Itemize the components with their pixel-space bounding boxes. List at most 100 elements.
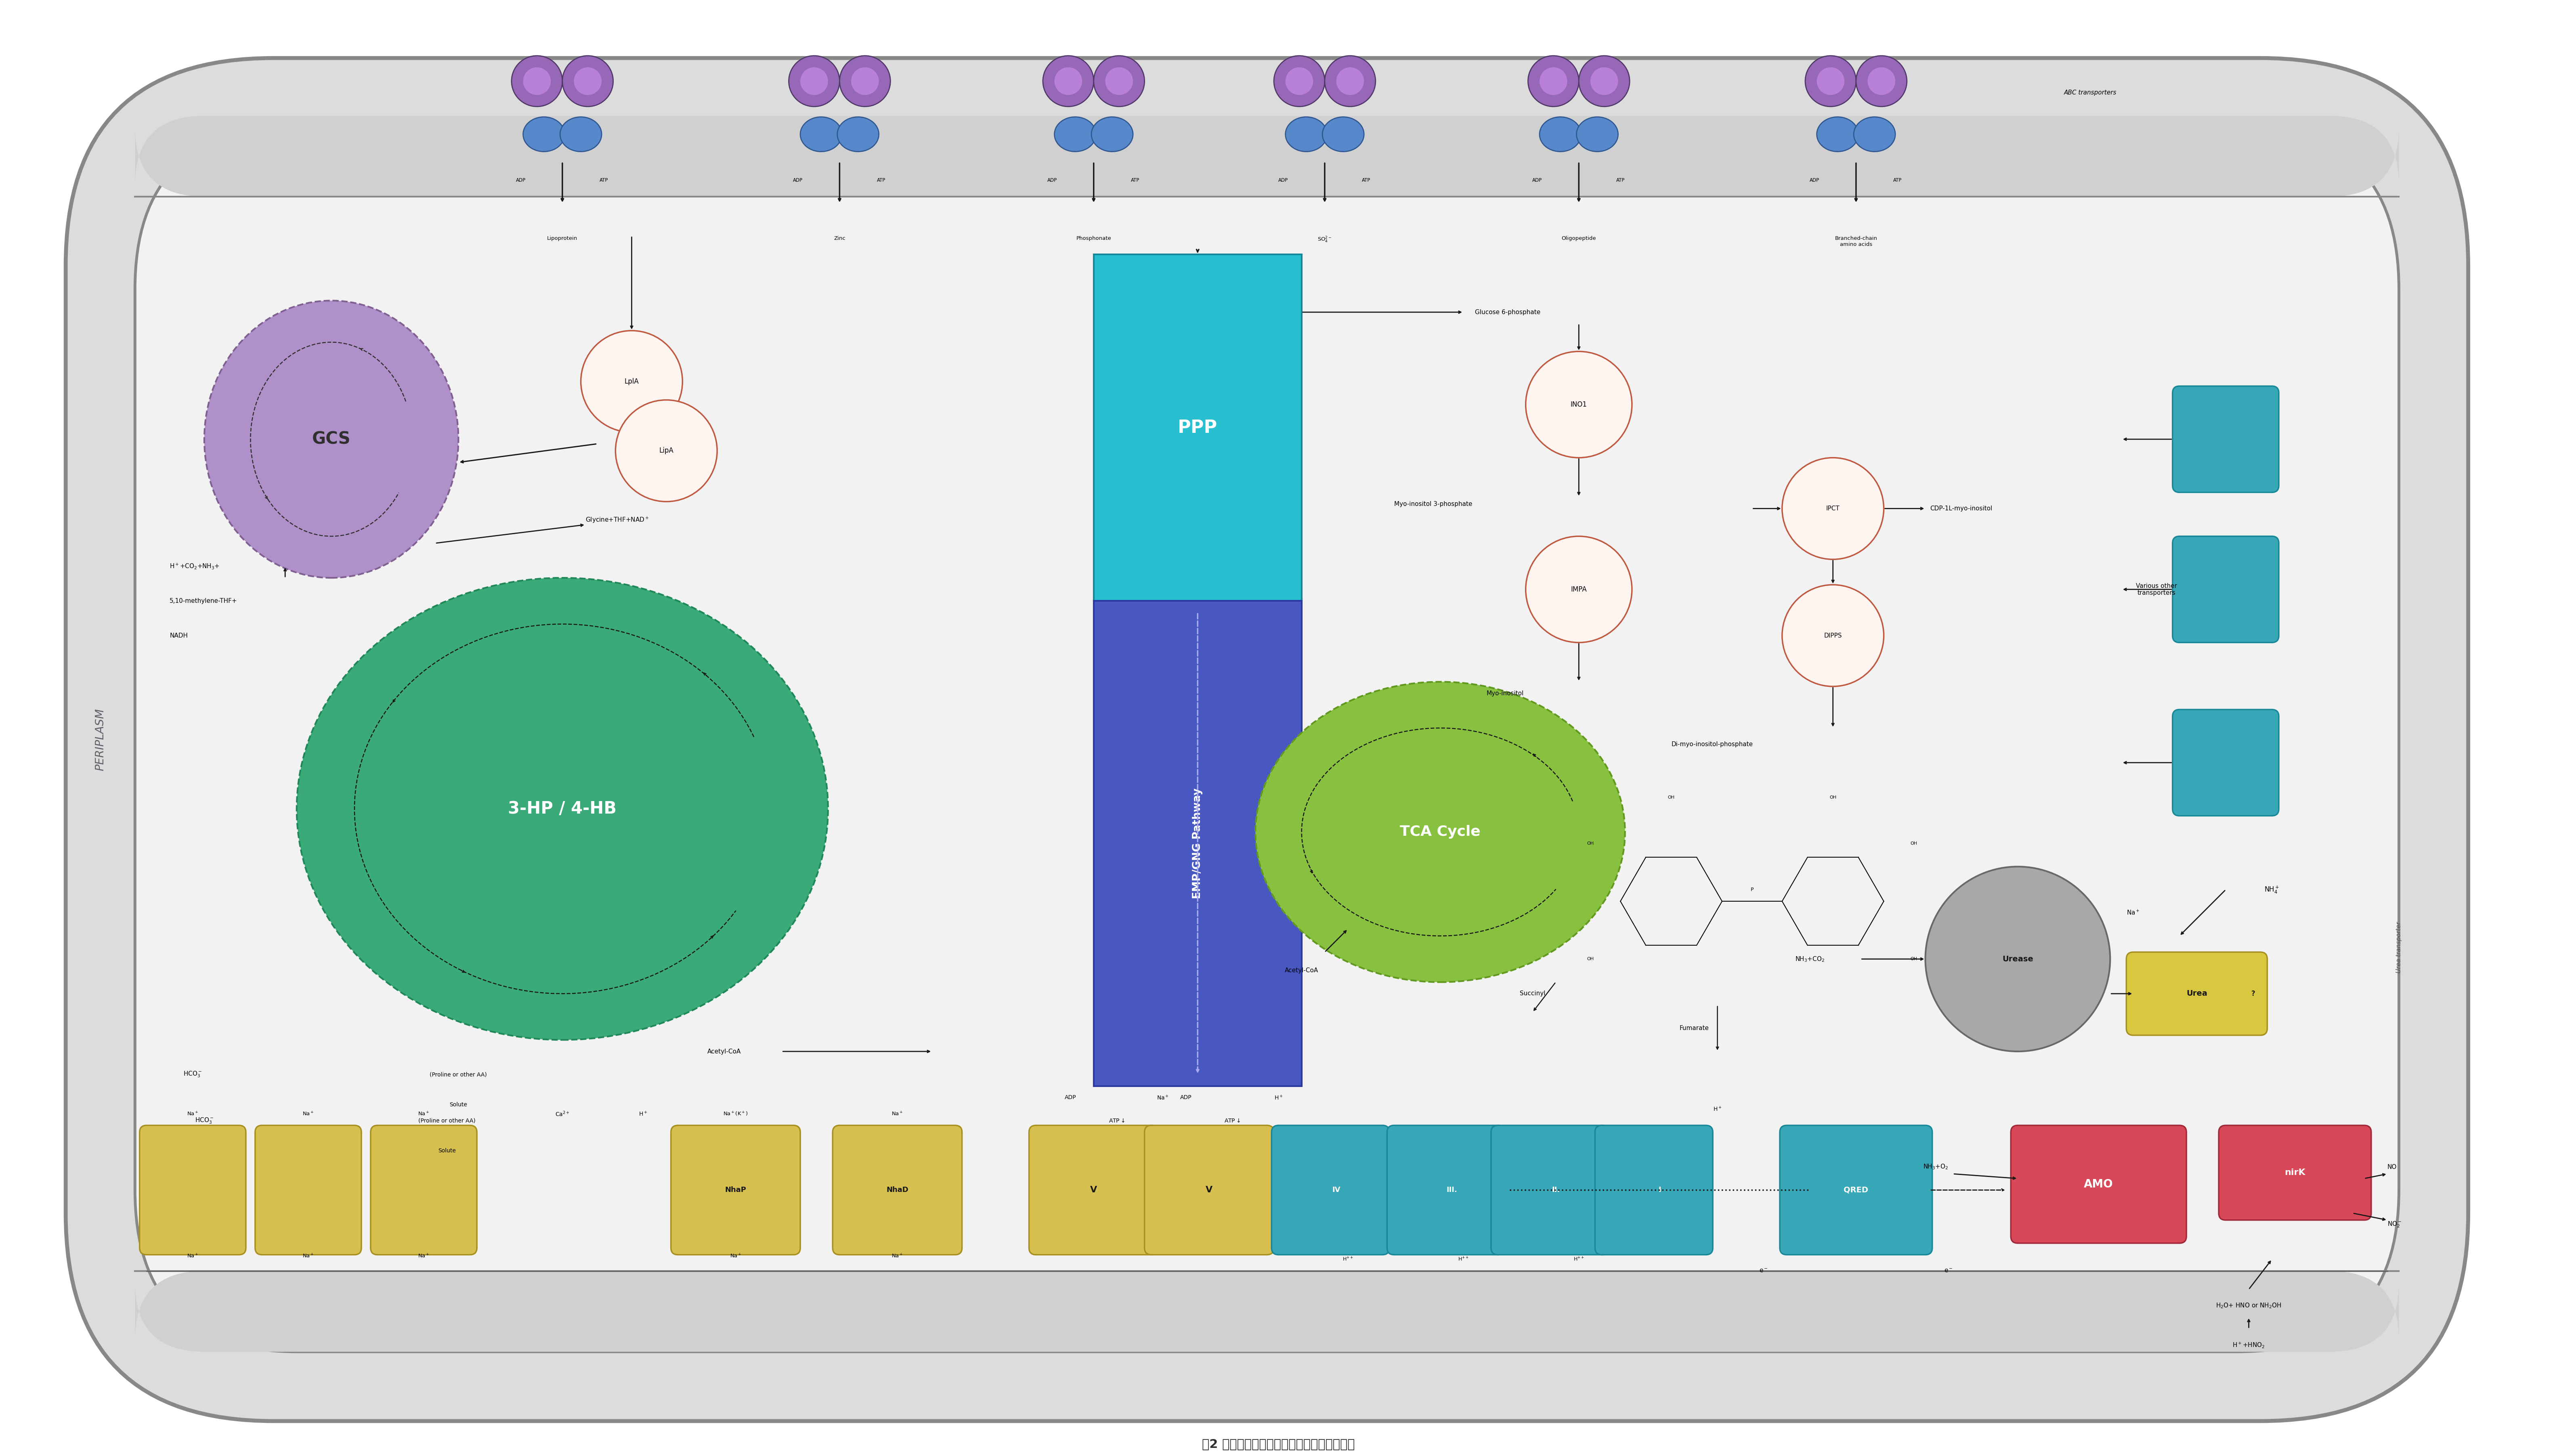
Text: ADP: ADP [1532,178,1542,183]
Text: 5,10-methylene-THF+: 5,10-methylene-THF+ [169,598,238,604]
Text: H$^+$+HNO$_2$: H$^+$+HNO$_2$ [2232,1341,2266,1348]
Ellipse shape [1590,67,1619,95]
Ellipse shape [1053,116,1097,151]
FancyBboxPatch shape [136,127,2398,1351]
Text: LplA: LplA [624,379,639,384]
Text: V: V [1207,1187,1212,1194]
Text: NhaD: NhaD [887,1187,908,1194]
Text: NO: NO [2388,1163,2396,1171]
Circle shape [1527,351,1631,457]
Ellipse shape [560,116,601,151]
Text: H$^{++}$: H$^{++}$ [1457,1257,1468,1262]
Ellipse shape [851,67,880,95]
FancyBboxPatch shape [2173,386,2278,492]
Ellipse shape [1805,55,1856,106]
Ellipse shape [1094,55,1146,106]
Text: ABC transporters: ABC transporters [2063,90,2117,96]
Text: PERIPLASM: PERIPLASM [95,709,105,770]
Text: (Proline or other AA): (Proline or other AA) [419,1118,476,1124]
Text: ?: ? [2250,990,2255,997]
Ellipse shape [1867,67,1895,95]
Text: H$^+$+CO$_2$+NH$_3$+: H$^+$+CO$_2$+NH$_3$+ [169,562,220,571]
FancyBboxPatch shape [2173,536,2278,642]
Text: Na$^+$(K$^+$): Na$^+$(K$^+$) [724,1111,749,1117]
Text: ATP$\downarrow$: ATP$\downarrow$ [1110,1118,1125,1124]
Text: Solute: Solute [437,1147,455,1153]
Text: ATP: ATP [1363,178,1371,183]
FancyBboxPatch shape [1386,1125,1506,1255]
Text: H$^+$: H$^+$ [639,1111,647,1117]
FancyBboxPatch shape [1146,1125,1273,1255]
Text: Myo-inositol 3-phosphate: Myo-inositol 3-phosphate [1394,501,1473,507]
Text: OH: OH [1588,842,1593,846]
Text: Lipoprotein: Lipoprotein [547,236,578,242]
Ellipse shape [1273,55,1325,106]
Text: Phosphonate: Phosphonate [1076,236,1112,242]
Text: Glycine+THF+NAD$^+$: Glycine+THF+NAD$^+$ [586,515,649,524]
Text: Na$^+$: Na$^+$ [1156,1093,1169,1101]
FancyBboxPatch shape [141,1125,245,1255]
Text: Acetyl-CoA: Acetyl-CoA [1284,968,1319,974]
Text: Na$^+$: Na$^+$ [187,1254,199,1259]
Text: 图2 马里亚纳海沟深渊氨氧化古菌的代谢通路: 图2 马里亚纳海沟深渊氨氧化古菌的代谢通路 [1202,1439,1355,1450]
Text: P: P [1752,887,1754,893]
FancyBboxPatch shape [256,1125,361,1255]
Text: (Proline or other AA): (Proline or other AA) [430,1072,486,1077]
Text: 3-HP / 4-HB: 3-HP / 4-HB [509,801,616,817]
Text: LipA: LipA [660,447,672,454]
Text: Various other
transporters: Various other transporters [2135,582,2176,596]
Text: QRED: QRED [1844,1187,1869,1194]
Text: ATP$\downarrow$: ATP$\downarrow$ [1225,1118,1240,1124]
Text: DIPPS: DIPPS [1823,632,1841,639]
Ellipse shape [1105,67,1133,95]
Text: H$_2$O+ HNO or NH$_2$OH: H$_2$O+ HNO or NH$_2$OH [2217,1302,2281,1309]
Text: NH$_3$+O$_2$: NH$_3$+O$_2$ [1923,1163,1948,1171]
FancyBboxPatch shape [1491,1125,1608,1255]
Text: Na$^+$: Na$^+$ [417,1254,430,1259]
Text: Branched-chain
amino acids: Branched-chain amino acids [1836,236,1877,248]
Text: OH: OH [1667,795,1675,799]
Text: Urea transporter: Urea transporter [2396,922,2401,973]
Circle shape [1782,457,1885,559]
Text: GCS: GCS [312,431,350,447]
Text: ADP: ADP [793,178,803,183]
FancyBboxPatch shape [1596,1125,1713,1255]
Text: I: I [1659,1187,1662,1194]
Text: INO1: INO1 [1570,400,1588,408]
Text: Na$^+$: Na$^+$ [729,1254,742,1259]
Text: NH$_4^+$: NH$_4^+$ [2266,885,2278,894]
Ellipse shape [1286,67,1314,95]
Ellipse shape [1053,67,1082,95]
Text: e$^-$: e$^-$ [1943,1268,1954,1274]
Ellipse shape [1043,55,1094,106]
Text: H$^+$: H$^+$ [1273,1093,1284,1101]
FancyBboxPatch shape [66,58,2468,1421]
Text: HCO$_3^-$: HCO$_3^-$ [194,1117,215,1125]
FancyBboxPatch shape [1028,1125,1158,1255]
Bar [1094,255,1302,601]
Text: IMPA: IMPA [1570,585,1588,593]
Circle shape [1925,866,2110,1051]
Ellipse shape [1325,55,1376,106]
Text: Na$^+$: Na$^+$ [417,1111,430,1117]
Text: ADP: ADP [1048,178,1056,183]
Text: OH: OH [1828,795,1836,799]
Ellipse shape [524,67,550,95]
Ellipse shape [1854,116,1895,151]
Text: ATP: ATP [877,178,885,183]
Ellipse shape [524,116,565,151]
Ellipse shape [573,67,601,95]
Text: IPCT: IPCT [1826,505,1838,511]
Ellipse shape [297,578,828,1040]
Text: H$^{++}$: H$^{++}$ [1342,1257,1353,1262]
Text: EMP/GNG Pathway: EMP/GNG Pathway [1192,788,1202,898]
Text: TCA Cycle: TCA Cycle [1399,826,1481,839]
Circle shape [616,400,716,502]
Text: Glucose 6-phosphate: Glucose 6-phosphate [1475,309,1539,314]
Text: NhaP: NhaP [726,1187,747,1194]
Text: Succinyl: Succinyl [1519,990,1544,997]
Text: Acetyl-CoA: Acetyl-CoA [708,1048,742,1054]
Text: nirK: nirK [2283,1169,2306,1176]
Circle shape [1527,536,1631,642]
Text: Myo-inositol: Myo-inositol [1486,690,1524,696]
